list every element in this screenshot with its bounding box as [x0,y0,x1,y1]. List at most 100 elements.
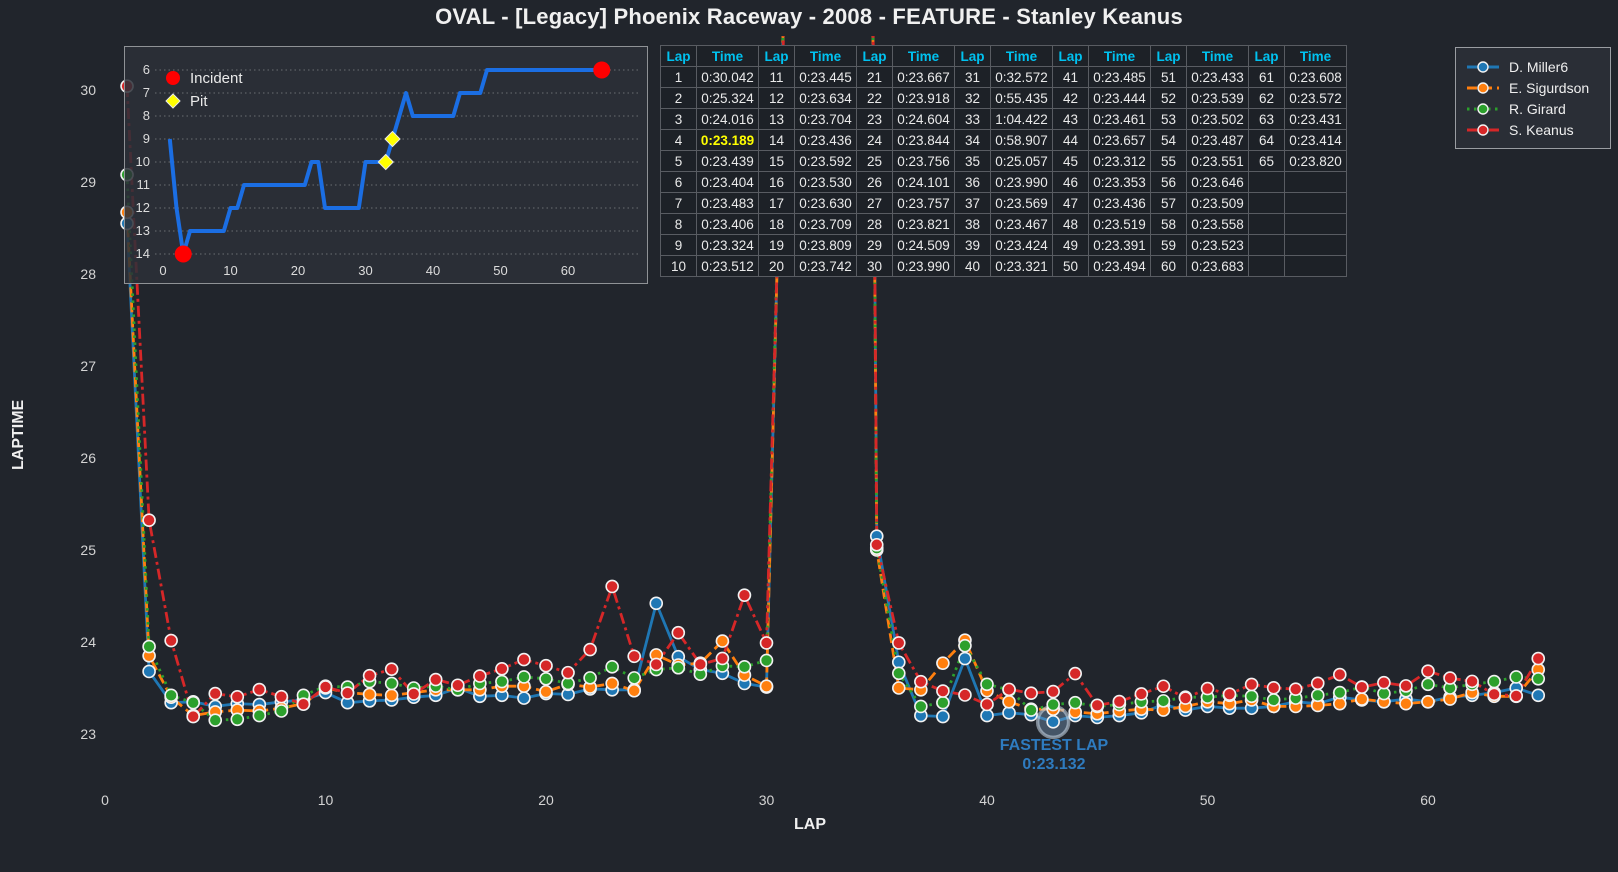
lap-cell: 35 [954,150,991,172]
lap-cell [1248,255,1285,277]
inset-y-tick: 12 [136,200,150,215]
lap-cell: 39 [954,234,991,256]
time-cell: 0:23.592 [794,150,857,172]
inset-x-tick: 10 [223,263,237,278]
data-point [428,672,443,687]
chart-legend: D. Miller6 E. Sigurdson R. Girard S. Keanus [1455,47,1611,149]
lap-cell: 5 [660,150,697,172]
legend-item-r-girard[interactable]: R. Girard [1466,98,1600,119]
inset-y-tick: 14 [136,246,150,261]
data-point [318,680,333,694]
table-header: Lap [1052,45,1089,67]
data-point [583,671,597,685]
inset-y-tick: 13 [136,223,150,238]
time-cell [1284,171,1347,193]
data-point [1024,703,1038,717]
data-point [1266,693,1281,707]
table-row: 5 0:23.439 15 0:23.592 25 0:23.756 35 0:25.057 4… [660,150,1347,172]
lap-cell: 2 [660,87,697,109]
data-point [1288,682,1303,696]
time-cell: 0:23.569 [990,192,1053,214]
data-point [980,677,994,692]
x-tick-label: 60 [1420,792,1436,808]
data-point [1509,670,1523,684]
legend-line-sample [1467,123,1499,136]
table-header: Time [794,45,857,67]
series-line-e-sigurdson [125,36,1540,717]
lap-cell: 16 [758,171,795,193]
inset-x-tick: 60 [561,263,575,278]
time-cell: 0:23.431 [1284,108,1347,130]
data-point [627,683,642,698]
time-cell: 0:23.558 [1186,213,1249,235]
data-point [296,697,311,711]
table-header: Lap [856,45,893,67]
time-cell: 0:23.436 [794,129,857,151]
lap-cell: 27 [856,192,893,214]
lap-cell: 3 [660,108,697,130]
data-point [1531,688,1546,703]
time-cell: 1:04.422 [990,108,1053,130]
inset-x-tick: 0 [159,263,166,278]
time-cell: 0:23.461 [1088,108,1151,130]
time-cell: 0:23.509 [1186,192,1249,214]
time-cell: 0:23.704 [794,108,857,130]
lap-cell: 20 [758,255,795,277]
data-point [1355,692,1369,706]
data-point [230,712,245,727]
legend-item-s-keanus[interactable]: S. Keanus [1466,119,1600,140]
data-point [1333,685,1347,700]
incident-marker [593,61,611,79]
data-point [1090,698,1105,713]
data-point [891,636,906,650]
lap-cell: 63 [1248,108,1285,130]
time-cell: 0:23.990 [892,255,955,277]
data-point [252,682,267,697]
lap-cell [1248,213,1285,235]
time-cell: 0:23.539 [1186,87,1249,109]
fastest-lap-annotation: FASTEST LAP 0:23.132 [974,736,1134,774]
inset-y-tick: 6 [143,62,150,77]
lap-cell: 38 [954,213,991,235]
lap-cell: 37 [954,192,991,214]
table-header: Lap [1150,45,1187,67]
data-point [1200,681,1215,696]
data-point [759,679,774,693]
time-cell: 0:23.634 [794,87,857,109]
data-point [914,699,928,714]
data-point [1046,697,1060,712]
data-point [1399,696,1413,711]
data-point [517,652,531,667]
data-point [1487,687,1501,702]
inset-legend-pit-icon [165,93,181,109]
legend-item-d-miller6[interactable]: D. Miller6 [1466,56,1600,77]
data-point [715,651,730,666]
time-cell: 0:23.683 [1186,255,1249,277]
time-cell: 0:23.483 [696,192,759,214]
data-point [936,695,950,710]
lap-cell: 54 [1150,129,1187,151]
time-cell: 0:25.057 [990,150,1053,172]
lap-cell: 24 [856,129,893,151]
lap-cell: 14 [758,129,795,151]
time-cell [1284,213,1347,235]
data-point [1266,681,1281,695]
data-point [208,713,223,728]
y-axis-label: LAPTIME [10,399,27,471]
table-header: Lap [758,45,795,67]
time-cell: 0:23.742 [794,255,857,277]
data-point [958,688,972,702]
data-point [1178,691,1193,705]
table-row: 8 0:23.406 18 0:23.709 28 0:23.821 38 0:23.467 4… [660,213,1347,235]
time-cell: 0:23.321 [990,255,1053,277]
lap-cell: 41 [1052,66,1089,88]
lap-cell: 42 [1052,87,1089,109]
lap-cell: 34 [954,129,991,151]
data-point [142,639,156,654]
legend-item-e-sigurdson[interactable]: E. Sigurdson [1466,77,1600,98]
time-cell: 0:24.016 [696,108,759,130]
lap-cell: 48 [1052,213,1089,235]
lap-cell: 29 [856,234,893,256]
lap-cell: 50 [1052,255,1089,277]
data-point [671,660,686,675]
